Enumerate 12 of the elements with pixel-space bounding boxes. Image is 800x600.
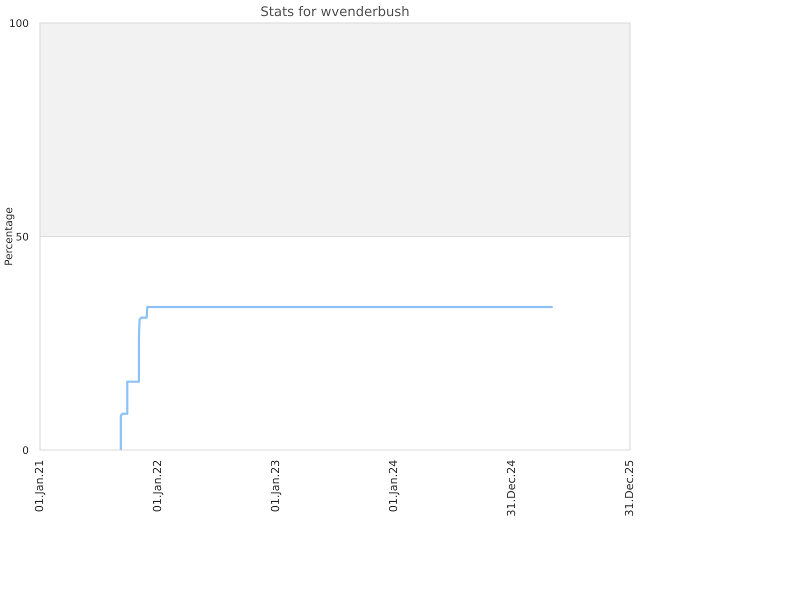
x-tick-label: 31.Dec.25 [624, 460, 634, 516]
y-tick-label: 100 [10, 19, 28, 28]
x-tick-label: 01.Jan.23 [270, 460, 282, 512]
y-tick-label: 0 [22, 446, 28, 454]
x-tick-label: 01.Jan.24 [388, 460, 400, 512]
x-tick-label: 31.Dec.24 [506, 460, 516, 516]
x-tick-label: 01.Jan.21 [34, 460, 46, 512]
y-axis-title: Percentage [4, 208, 14, 265]
x-tick-label: 01.Jan.22 [152, 460, 164, 512]
line-series [120, 306, 553, 450]
chart-title: Stats for wvenderbush [261, 6, 408, 16]
y-tick-label: 50 [16, 232, 28, 241]
